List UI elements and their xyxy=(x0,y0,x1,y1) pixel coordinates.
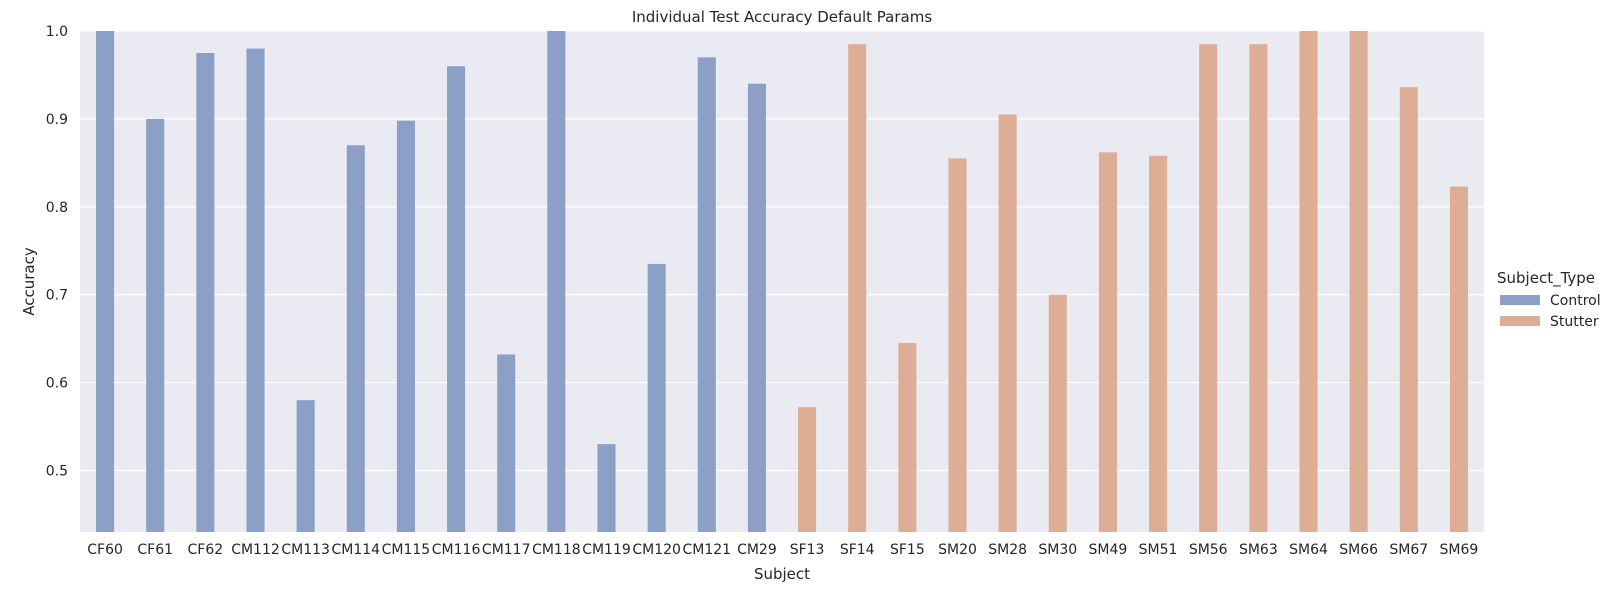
x-tick-label: SM69 xyxy=(1440,542,1479,558)
x-tick-label: CM121 xyxy=(682,542,731,558)
y-tick-label: 0.8 xyxy=(46,200,68,216)
bars xyxy=(96,31,1468,533)
bar-sm63 xyxy=(1249,44,1268,533)
y-tick-labels: 0.5 0.6 0.7 0.8 0.9 1.0 xyxy=(46,24,68,479)
x-tick-label: SF15 xyxy=(890,542,925,558)
x-tick-label: CM118 xyxy=(532,542,581,558)
bar-sm67 xyxy=(1399,87,1418,533)
legend-label-control: Control xyxy=(1550,293,1601,309)
x-tick-label: SM63 xyxy=(1239,542,1278,558)
bar-sf13 xyxy=(798,407,817,532)
bar-cm115 xyxy=(396,120,415,532)
bar-cm112 xyxy=(246,48,265,532)
bar-cf62 xyxy=(196,52,215,532)
legend-label-stutter: Stutter xyxy=(1550,314,1599,330)
x-tick-label: CF62 xyxy=(188,542,224,558)
x-tick-label: SM28 xyxy=(988,542,1027,558)
x-tick-label: CM115 xyxy=(382,542,431,558)
bar-cm119 xyxy=(597,444,616,532)
x-tick-label: CM29 xyxy=(737,542,777,558)
x-tick-label: CM114 xyxy=(331,542,380,558)
bar-sf15 xyxy=(898,343,917,532)
x-tick-labels: CF60 CF61 CF62 CM112 CM113 CM114 CM115 CM116 CM1… xyxy=(87,542,1478,558)
x-tick-label: CM112 xyxy=(231,542,280,558)
x-tick-label: SM30 xyxy=(1038,542,1077,558)
bar-cm121 xyxy=(697,57,716,533)
x-tick-label: SM51 xyxy=(1139,542,1178,558)
bar-sm69 xyxy=(1449,186,1468,533)
bar-sm20 xyxy=(948,158,967,532)
x-tick-label: CM113 xyxy=(281,542,330,558)
bar-sm49 xyxy=(1098,152,1117,532)
x-axis-title: Subject xyxy=(754,565,810,583)
legend-swatch-stutter xyxy=(1500,316,1540,326)
bar-sm66 xyxy=(1349,31,1368,532)
y-tick-label: 0.5 xyxy=(46,463,68,479)
bar-sm30 xyxy=(1048,294,1067,532)
y-tick-label: 0.9 xyxy=(46,112,68,128)
bar-sm51 xyxy=(1149,155,1168,532)
bar-cm117 xyxy=(497,354,516,532)
bar-cm118 xyxy=(547,31,566,532)
bar-sm28 xyxy=(998,114,1017,532)
y-tick-label: 0.7 xyxy=(46,288,68,304)
x-tick-label: CF61 xyxy=(137,542,173,558)
bar-cm29 xyxy=(747,83,766,532)
x-tick-label: SM67 xyxy=(1389,542,1428,558)
y-tick-label: 1.0 xyxy=(46,24,68,40)
x-tick-label: SM56 xyxy=(1189,542,1228,558)
x-tick-label: SM20 xyxy=(938,542,977,558)
x-tick-label: SM64 xyxy=(1289,542,1328,558)
bar-cm120 xyxy=(647,263,666,532)
bar-sm64 xyxy=(1299,31,1318,532)
bar-cf61 xyxy=(146,118,165,532)
legend: Subject_Type Control Stutter xyxy=(1497,269,1601,330)
chart-title: Individual Test Accuracy Default Params xyxy=(632,8,932,26)
x-tick-label: CM117 xyxy=(482,542,531,558)
bar-cm113 xyxy=(296,400,315,532)
x-tick-label: CM120 xyxy=(632,542,681,558)
bar-sm56 xyxy=(1199,44,1218,533)
x-tick-label: CF60 xyxy=(87,542,123,558)
bar-cf60 xyxy=(96,31,115,532)
x-tick-label: CM119 xyxy=(582,542,631,558)
bar-cm114 xyxy=(346,145,365,532)
legend-swatch-control xyxy=(1500,295,1540,305)
x-tick-label: SF14 xyxy=(840,542,875,558)
y-tick-label: 0.6 xyxy=(46,376,68,392)
bar-cm116 xyxy=(447,66,466,532)
bar-sf14 xyxy=(848,44,867,533)
y-axis-title: Accuracy xyxy=(20,247,38,316)
plot-background xyxy=(80,31,1484,532)
x-tick-label: SM66 xyxy=(1339,542,1378,558)
x-tick-label: SM49 xyxy=(1089,542,1128,558)
x-tick-label: SF13 xyxy=(790,542,825,558)
x-tick-label: CM116 xyxy=(432,542,481,558)
legend-title: Subject_Type xyxy=(1497,269,1595,288)
